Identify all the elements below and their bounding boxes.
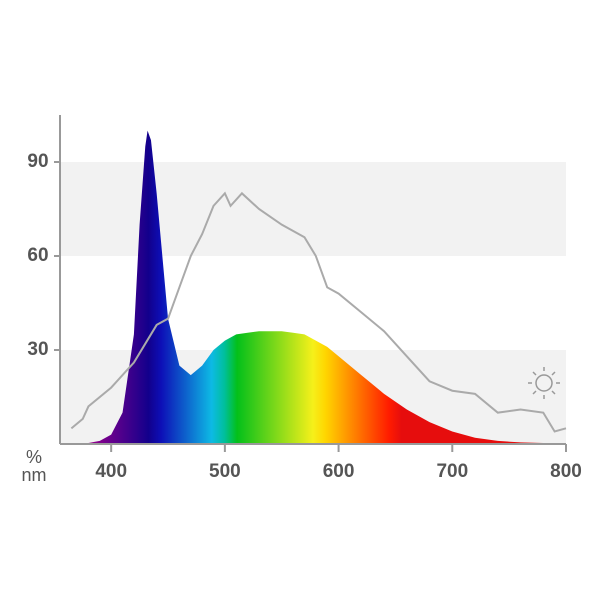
x-tick-label: 700 bbox=[436, 461, 468, 482]
x-tick-label: 400 bbox=[95, 461, 127, 482]
y-axis-label: % bbox=[26, 447, 42, 467]
x-tick-label: 500 bbox=[209, 461, 241, 482]
x-axis-label: nm bbox=[21, 465, 46, 485]
y-tick-label: 30 bbox=[27, 339, 48, 360]
x-tick-label: 600 bbox=[323, 461, 355, 482]
x-tick-label: 800 bbox=[550, 461, 582, 482]
y-tick-label: 60 bbox=[27, 245, 48, 266]
sunlight-line bbox=[70, 191, 567, 433]
spectrum-area bbox=[65, 130, 566, 444]
y-tick-label: 90 bbox=[27, 151, 48, 172]
grid-band bbox=[60, 162, 566, 256]
sun-icon bbox=[528, 367, 560, 399]
